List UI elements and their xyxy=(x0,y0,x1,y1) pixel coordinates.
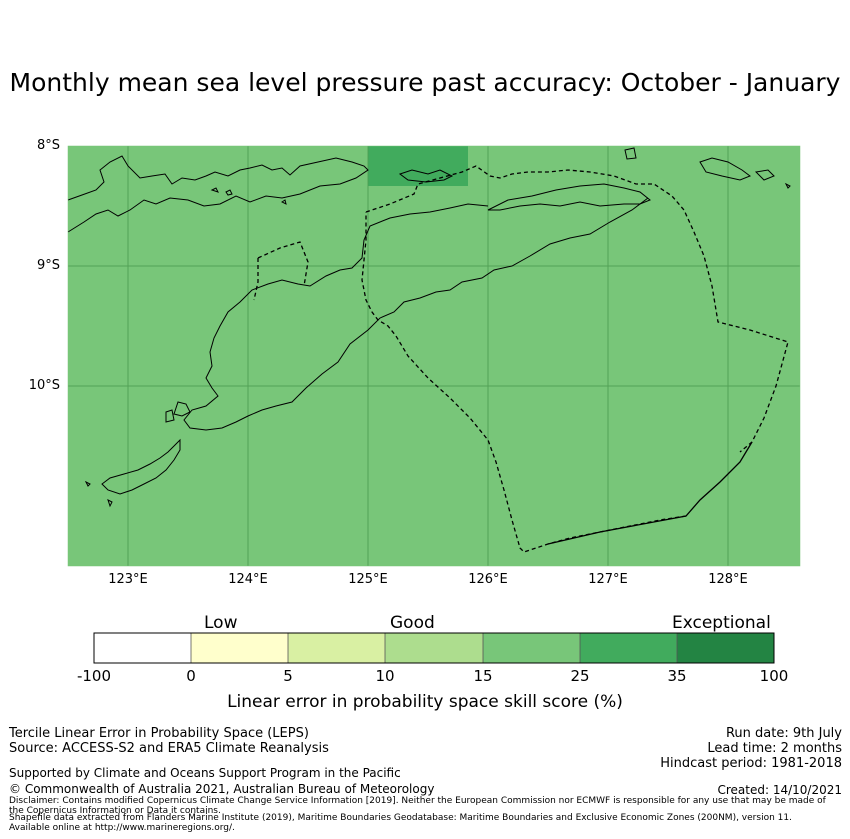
colorbar-segment-5 xyxy=(483,633,580,663)
lon-label-123e: 123°E xyxy=(108,572,148,587)
coastlines xyxy=(67,147,791,508)
colorbar-tick-10: 10 xyxy=(375,667,395,685)
colorbar-tick-25: 25 xyxy=(570,667,590,685)
small-islands xyxy=(210,147,791,205)
source-label: Source: ACCESS-S2 and ERA5 Climate Reana… xyxy=(9,741,329,756)
colorbar-tick-neg100: -100 xyxy=(76,667,112,685)
rote-coast xyxy=(101,438,181,495)
colorbar-segment-2 xyxy=(191,633,288,663)
support-label: Supported by Climate and Oceans Support … xyxy=(9,766,401,780)
highlight-cell xyxy=(368,146,468,186)
copyright-label: © Commonwealth of Australia 2021, Austra… xyxy=(9,782,435,796)
flores-coast xyxy=(67,155,369,233)
lat-label-9s: 9°S xyxy=(36,258,60,273)
colorbar-tick-35: 35 xyxy=(667,667,687,685)
lat-label-10s: 10°S xyxy=(28,378,60,393)
colorbar-category-exceptional: Exceptional xyxy=(672,613,771,633)
lead-time: Lead time: 2 months xyxy=(707,741,842,756)
colorbar-tick-100: 100 xyxy=(759,667,789,685)
created-date: Created: 14/10/2021 xyxy=(717,783,842,797)
leps-label: Tercile Linear Error in Probability Spac… xyxy=(9,726,309,741)
chart-title: Monthly mean sea level pressure past acc… xyxy=(9,68,841,97)
wetar-coast xyxy=(487,183,651,211)
disclaimer-line1: Disclaimer: Contains modified Copernicus… xyxy=(9,796,826,806)
map-frame xyxy=(67,145,801,567)
colorbar-category-low: Low xyxy=(204,613,238,633)
lon-label-127e: 127°E xyxy=(588,572,628,587)
colorbar-label: Linear error in probability space skill … xyxy=(227,692,623,712)
shapefile-line1: Shapefile data extracted from Flanders M… xyxy=(9,813,792,823)
hindcast-period: Hindcast period: 1981-2018 xyxy=(660,756,842,771)
semau-coast xyxy=(165,401,191,423)
shapefile-line2: Available online at http://www.marinereg… xyxy=(9,823,235,833)
run-date: Run date: 9th July xyxy=(725,726,842,741)
colorbar-segment-1 xyxy=(94,633,191,663)
colorbar-segment-6 xyxy=(580,633,677,663)
lon-label-128e: 128°E xyxy=(708,572,748,587)
graticule xyxy=(68,146,800,566)
map-background xyxy=(68,146,800,566)
colorbar-tick-5: 5 xyxy=(283,667,293,685)
colorbar-segment-3 xyxy=(288,633,385,663)
colorbar-segment-7 xyxy=(677,633,774,663)
colorbar-tick-15: 15 xyxy=(473,667,493,685)
colorbar-category-good: Good xyxy=(390,613,435,633)
lon-label-124e: 124°E xyxy=(228,572,268,587)
colorbar-segment-4 xyxy=(385,633,483,663)
alor-coast xyxy=(398,169,454,183)
coast-boundary-solid xyxy=(547,441,753,545)
lon-label-126e: 126°E xyxy=(468,572,508,587)
ndao-coast xyxy=(84,480,113,508)
timor-coast xyxy=(183,197,649,431)
lat-label-8s: 8°S xyxy=(36,138,60,153)
lon-label-125e: 125°E xyxy=(348,572,388,587)
colorbar-tick-0: 0 xyxy=(186,667,196,685)
eez-boundary xyxy=(253,165,789,553)
disclaimer-line2: the Copernicus Information or Data it co… xyxy=(9,806,221,816)
